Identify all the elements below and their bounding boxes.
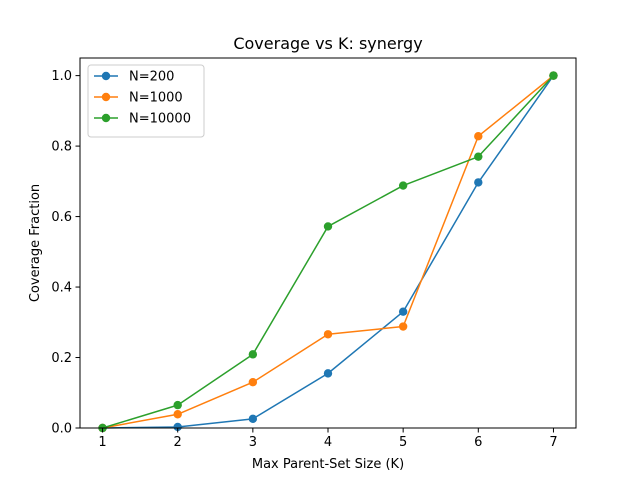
data-point xyxy=(248,350,258,359)
data-point xyxy=(173,400,182,410)
x-tick-label: 7 xyxy=(549,435,557,450)
x-tick-label: 2 xyxy=(174,435,182,450)
y-tick-label: 0.0 xyxy=(51,422,72,437)
x-tick-label: 4 xyxy=(324,435,332,450)
data-point xyxy=(248,377,258,387)
x-tick-label: 6 xyxy=(474,435,482,450)
y-tick-label: 0.8 xyxy=(51,140,72,155)
data-point xyxy=(398,322,408,331)
legend-box xyxy=(87,64,205,138)
legend-swatch-marker xyxy=(101,92,111,102)
legend-label: N=10000 xyxy=(129,112,191,127)
data-point xyxy=(248,414,258,424)
y-axis-label: Coverage Fraction xyxy=(28,184,43,302)
data-point xyxy=(549,71,558,80)
data-point xyxy=(173,422,182,432)
x-axis-label: Max Parent-Set Size (K) xyxy=(252,457,404,472)
data-point xyxy=(474,132,483,141)
chart-title: Coverage vs K: synergy xyxy=(233,34,422,53)
y-tick-label: 0.6 xyxy=(51,210,72,225)
data-point xyxy=(323,222,333,231)
data-point xyxy=(398,181,408,190)
legend-label: N=1000 xyxy=(129,91,183,106)
data-point xyxy=(323,330,333,339)
legend-label: N=200 xyxy=(129,70,174,85)
plot-area xyxy=(98,71,558,433)
legend: N=200 N=1000 N=10000 xyxy=(87,64,205,138)
y-tick-label: 0.2 xyxy=(51,351,72,366)
x-tick-label: 3 xyxy=(249,435,257,450)
legend-swatch-marker xyxy=(101,71,111,81)
x-tick-label: 1 xyxy=(98,435,106,450)
x-tick-label: 5 xyxy=(399,435,407,450)
data-point xyxy=(398,307,408,316)
data-point xyxy=(173,410,182,419)
data-point xyxy=(323,369,333,378)
legend-swatch-marker xyxy=(101,113,111,123)
data-point xyxy=(474,152,483,161)
y-tick-label: 1.0 xyxy=(51,69,72,84)
axis-ticks: 1 2 3 4 5 6 7 0.0 0.2 0.4 0.6 0.8 1.0 xyxy=(51,69,557,450)
data-point xyxy=(474,178,483,187)
y-tick-label: 0.4 xyxy=(51,281,72,296)
